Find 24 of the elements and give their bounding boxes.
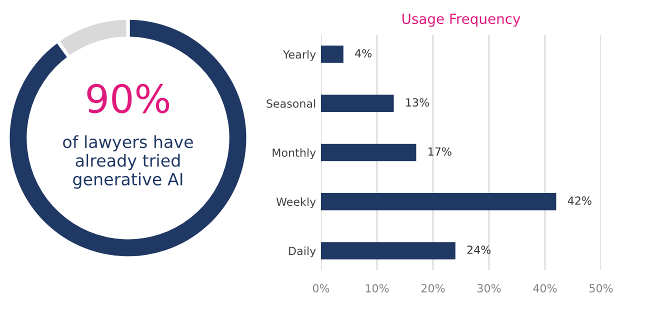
y-tick-label: Monthly	[272, 148, 316, 160]
bar	[321, 193, 556, 210]
data-label: 4%	[355, 49, 372, 58]
bar	[321, 46, 344, 63]
chart-title: Usage Frequency	[402, 14, 520, 27]
data-label: 90%	[87, 84, 170, 114]
bar	[321, 94, 394, 112]
bar	[321, 144, 416, 162]
data-label: 24%	[467, 246, 491, 254]
y-tick-label: Daily	[289, 246, 316, 258]
y-tick-label: Weekly	[276, 197, 316, 208]
bar	[321, 242, 456, 260]
y-tick-label: Yearly	[282, 50, 316, 61]
x-tick-label: 50%	[590, 284, 613, 292]
x-tick-label: 10%	[366, 284, 389, 292]
x-tick-label: 40%	[533, 284, 557, 292]
x-tick-label: 30%	[478, 284, 501, 292]
data-label: 13%	[406, 98, 429, 107]
data-label: 42%	[568, 196, 592, 205]
x-tick-label: 20%	[421, 284, 445, 292]
data-label: 17%	[428, 147, 452, 156]
text: of lawyers have already tried generative AI	[63, 135, 193, 189]
y-tick-label: Seasonal	[266, 99, 316, 108]
x-tick-label: 0%	[312, 284, 330, 292]
